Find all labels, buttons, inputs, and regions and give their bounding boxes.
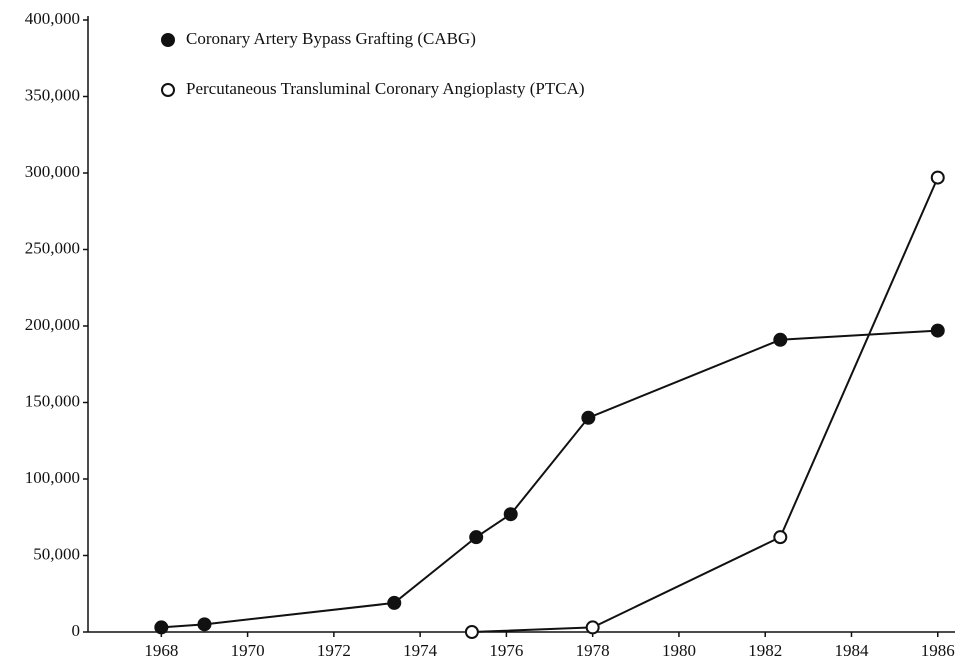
data-point	[387, 595, 402, 610]
y-tick-label: 350,000	[25, 85, 80, 104]
data-point	[503, 507, 518, 522]
legend-label: Percutaneous Transluminal Coronary Angio…	[186, 79, 585, 98]
data-point	[469, 530, 484, 545]
y-tick-label: 50,000	[33, 544, 80, 563]
x-tick-label: 1978	[576, 641, 610, 660]
data-point	[930, 323, 945, 338]
x-tick-label: 1970	[231, 641, 265, 660]
y-tick-label: 400,000	[25, 9, 80, 28]
data-point	[930, 170, 945, 185]
data-point	[197, 617, 212, 632]
x-tick-label: 1976	[489, 641, 523, 660]
y-tick-label: 150,000	[25, 391, 80, 410]
y-tick-label: 200,000	[25, 315, 80, 334]
y-tick-label: 0	[72, 621, 81, 640]
x-tick-label: 1986	[921, 641, 955, 660]
data-point	[464, 625, 479, 639]
x-tick-label: 1982	[748, 641, 782, 660]
x-tick-label: 1980	[662, 641, 696, 660]
x-tick-label: 1984	[834, 641, 869, 660]
x-tick-label: 1972	[317, 641, 351, 660]
y-tick-label: 100,000	[25, 468, 80, 487]
series-line	[471, 177, 939, 633]
data-point	[773, 332, 788, 347]
legend-marker	[161, 83, 175, 97]
y-tick-label: 250,000	[25, 238, 80, 257]
data-point	[773, 530, 788, 545]
x-tick-label: 1968	[144, 641, 178, 660]
x-tick-label: 1974	[403, 641, 438, 660]
data-point	[585, 620, 600, 635]
series-line	[161, 329, 938, 629]
y-tick-label: 300,000	[25, 162, 80, 181]
data-point	[154, 620, 169, 635]
data-point	[581, 410, 596, 425]
legend-marker	[161, 33, 175, 47]
legend-label: Coronary Artery Bypass Grafting (CABG)	[186, 29, 476, 48]
